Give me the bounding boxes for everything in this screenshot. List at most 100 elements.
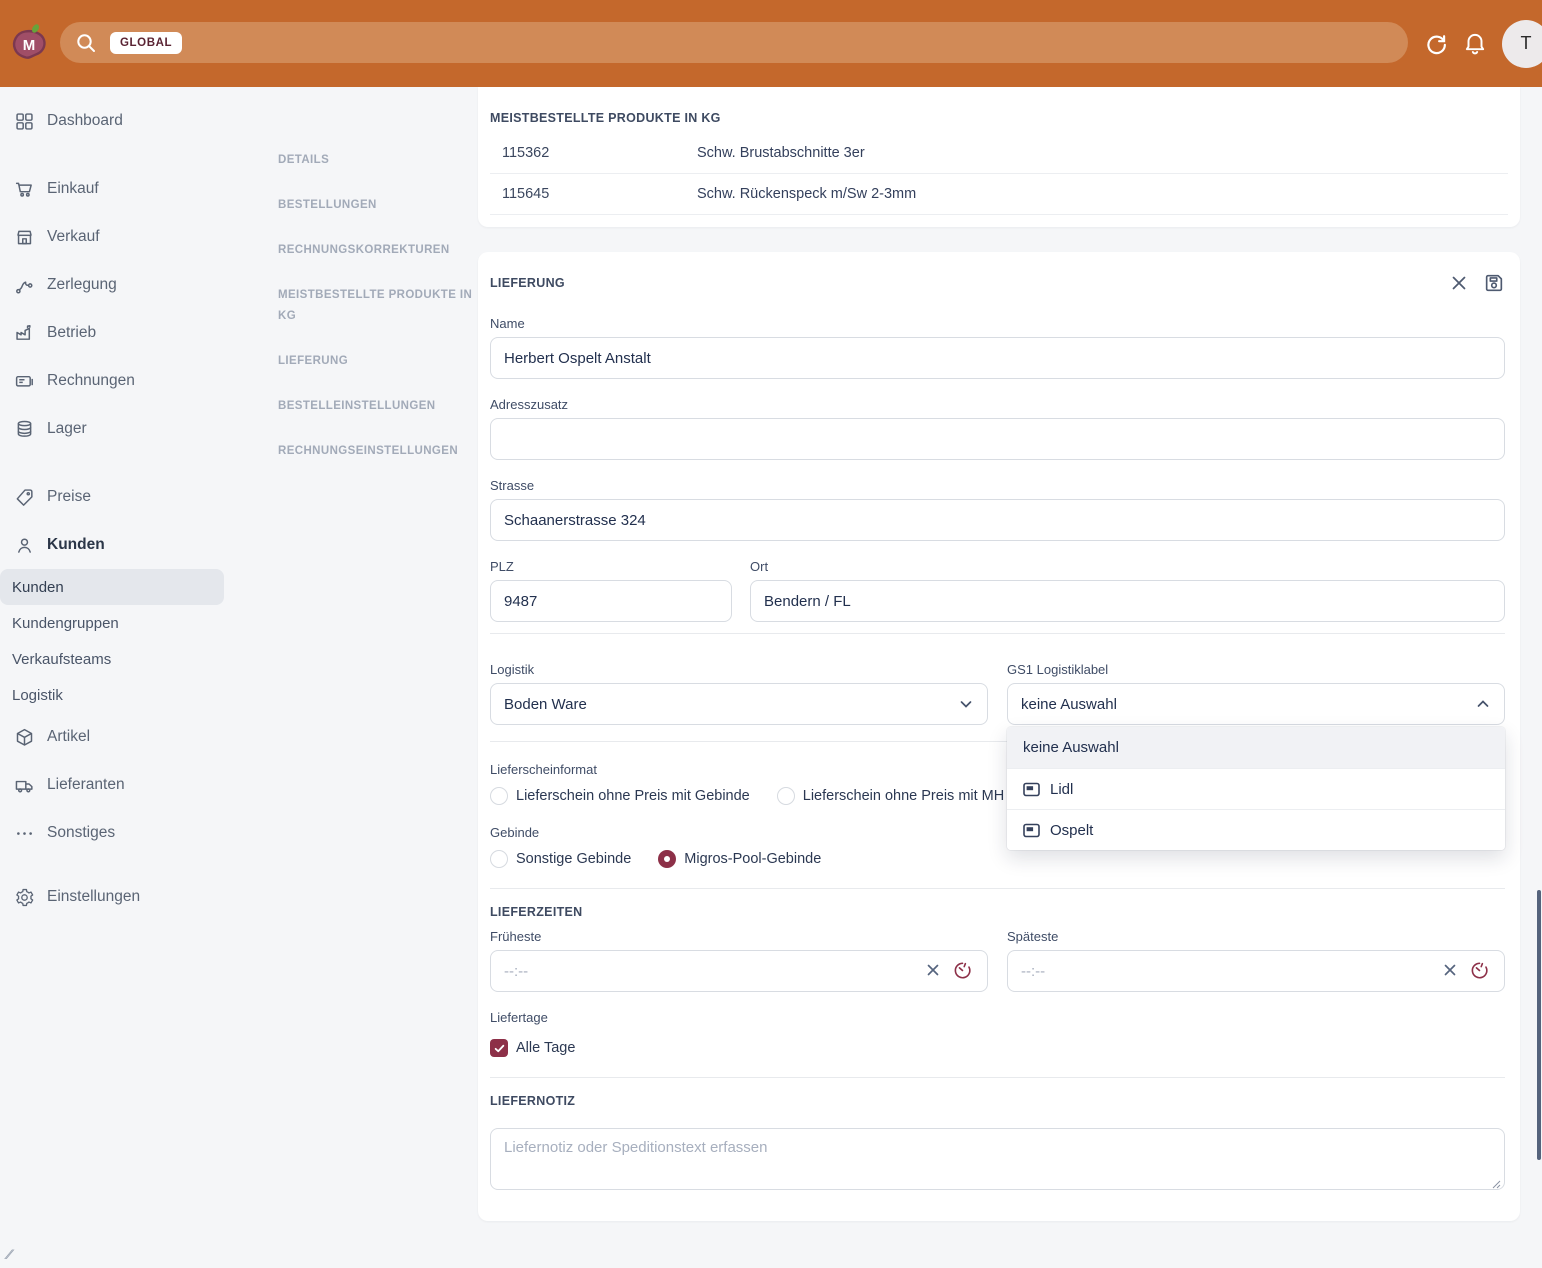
refresh-icon[interactable] (1422, 31, 1448, 57)
product-name: Schw. Brustabschnitte 3er (697, 145, 865, 161)
sidebar-item-einkauf[interactable]: Einkauf (0, 165, 260, 213)
adresszusatz-input[interactable] (490, 418, 1505, 460)
save-floppy-icon[interactable] (1483, 272, 1505, 294)
close-icon[interactable] (1448, 272, 1470, 294)
clock-icon[interactable] (1470, 961, 1489, 980)
sidebar-item-label: Zerlegung (47, 276, 117, 293)
name-input[interactable] (490, 337, 1505, 379)
sidebar-subitem-label: Logistik (12, 686, 63, 704)
main-content: MEISTBESTELLTE PRODUKTE IN KG 115362 Sch… (478, 87, 1520, 1221)
gs1-logistiklabel-combobox[interactable]: keine Auswahl (1007, 683, 1505, 725)
menu-item-label: keine Auswahl (1023, 739, 1119, 756)
sidebar-item-lager[interactable]: Lager (0, 405, 260, 453)
radio-checked (658, 850, 677, 868)
person-icon (18, 537, 31, 553)
field-label: Späteste (1007, 929, 1059, 944)
logistik-selected-value: Boden Ware (504, 695, 587, 713)
sidebar-item-label: Einkauf (47, 180, 99, 197)
sidebar-item-kunden[interactable]: Kunden (0, 521, 260, 569)
radio-lieferschein-ohne-preis-mit-mhd[interactable]: Lieferschein ohne Preis mit MH (776, 787, 1004, 805)
search-icon (77, 33, 95, 52)
ort-input[interactable] (750, 580, 1505, 622)
field-label: Lieferscheinformat (490, 762, 597, 777)
sidebar-item-verkauf[interactable]: Verkauf (0, 213, 260, 261)
section-link-details[interactable]: DETAILS (278, 154, 330, 166)
sidebar-subitem-label: Verkaufsteams (12, 650, 112, 668)
sidebar-item-label: Lager (47, 420, 87, 437)
divider (490, 1077, 1505, 1078)
app-logo[interactable]: M (8, 22, 48, 64)
menu-item-label: Ospelt (1050, 821, 1094, 839)
field-liefertage: Liefertage Alle Tage (490, 1010, 1505, 1057)
checkbox-alle-tage[interactable]: Alle Tage (490, 1039, 1505, 1057)
field-label: Name (490, 316, 525, 331)
sidebar-collapse-handle[interactable]: ⁄⁄ (8, 1246, 12, 1262)
sidebar-item-label: Dashboard (47, 112, 123, 129)
frueheste-time-input[interactable] (490, 950, 988, 992)
sidebar-subitem-logistik[interactable]: Logistik (0, 677, 224, 713)
sidebar-item-preise[interactable]: Preise (0, 473, 260, 521)
sidebar-item-dashboard[interactable]: Dashboard (0, 97, 260, 145)
section-link-lieferung[interactable]: LIEFERUNG (278, 355, 349, 367)
sidebar-item-zerlegung[interactable]: Zerlegung (0, 261, 260, 309)
search-scope-badge[interactable]: GLOBAL (110, 31, 183, 54)
section-link-rechnungseinstellungen[interactable]: RECHNUNGSEINSTELLUNGEN (278, 445, 459, 457)
check-icon (494, 1044, 504, 1052)
field-ort: Ort (750, 559, 1505, 622)
vertical-scrollbar-thumb[interactable] (1537, 890, 1541, 1160)
sidebar-item-label: Kunden (47, 536, 105, 553)
radio-migros-pool-gebinde[interactable]: Migros-Pool-Gebinde (658, 850, 821, 868)
field-label: GS1 Logistiklabel (1007, 662, 1109, 677)
sidebar-item-sonstiges[interactable]: Sonstiges (0, 809, 260, 857)
sidebar-subitem-kundengruppen[interactable]: Kundengruppen (0, 605, 224, 641)
spaeteste-time-input[interactable] (1007, 950, 1505, 992)
product-code: 115645 (502, 186, 550, 202)
field-label: Früheste (490, 929, 542, 944)
sidebar-item-einstellungen[interactable]: Einstellungen (0, 873, 260, 921)
strasse-input[interactable] (490, 499, 1505, 541)
logistik-select[interactable]: Boden Ware (490, 683, 988, 725)
field-label: Adresszusatz (490, 397, 569, 412)
radio-lieferschein-ohne-preis-mit-gebinde[interactable]: Lieferschein ohne Preis mit Gebinde (490, 787, 750, 805)
field-label: PLZ (490, 559, 514, 574)
cube-icon (16, 728, 33, 746)
radio-sonstige-gebinde[interactable]: Sonstige Gebinde (490, 850, 631, 868)
gs1-dropdown-menu: keine Auswahl Lidl O (1007, 727, 1505, 850)
checkbox-label: Alle Tage (516, 1040, 576, 1056)
split-icon (16, 281, 33, 294)
section-link-meistbestellte-produkte[interactable]: MEISTBESTELLTE PRODUKTE IN KG (278, 289, 473, 322)
price-tag-icon (16, 488, 33, 506)
sidebar-item-lieferanten[interactable]: Lieferanten (0, 761, 260, 809)
products-card-title: MEISTBESTELLTE PRODUKTE IN KG (490, 111, 721, 125)
sidebar-item-artikel[interactable]: Artikel (0, 713, 260, 761)
section-link-rechnungskorrekturen[interactable]: RECHNUNGSKORREKTUREN (278, 244, 450, 256)
menu-item-ospelt[interactable]: Ospelt (1007, 809, 1505, 850)
clock-icon[interactable] (953, 961, 972, 980)
product-code: 115362 (502, 145, 550, 161)
sidebar-item-betrieb[interactable]: Betrieb (0, 309, 260, 357)
divider (490, 888, 1505, 889)
resize-grip-icon[interactable] (1492, 1180, 1501, 1189)
section-link-bestelleinstellungen[interactable]: BESTELLEINSTELLUNGEN (278, 400, 436, 412)
truck-icon (15, 780, 33, 793)
section-link-bestellungen[interactable]: BESTELLUNGEN (278, 199, 377, 211)
radio-label: Lieferschein ohne Preis mit Gebinde (516, 788, 750, 804)
notifications-bell-icon[interactable] (1462, 31, 1488, 57)
table-row[interactable]: 115362 Schw. Brustabschnitte 3er (490, 133, 1508, 174)
sidebar-subitem-kunden[interactable]: Kunden (0, 569, 224, 605)
field-strasse: Strasse (490, 478, 1505, 541)
liefernotiz-textarea[interactable] (490, 1128, 1505, 1190)
global-search-input[interactable]: GLOBAL (60, 22, 1408, 63)
clear-time-icon[interactable] (924, 961, 942, 979)
sidebar-item-label: Einstellungen (47, 888, 141, 905)
clear-time-icon[interactable] (1441, 961, 1459, 979)
logistic-label-icon (1023, 782, 1040, 796)
sidebar-subitem-verkaufsteams[interactable]: Verkaufsteams (0, 641, 224, 677)
sidebar-item-rechnungen[interactable]: Rechnungen (0, 357, 260, 405)
menu-item-keine-auswahl[interactable]: keine Auswahl (1007, 727, 1505, 768)
user-avatar[interactable]: T (1502, 19, 1542, 68)
menu-item-lidl[interactable]: Lidl (1007, 768, 1505, 809)
plz-input[interactable] (490, 580, 732, 622)
radio-label: Migros-Pool-Gebinde (684, 851, 822, 867)
table-row[interactable]: 115645 Schw. Rückenspeck m/Sw 2-3mm (490, 174, 1508, 215)
